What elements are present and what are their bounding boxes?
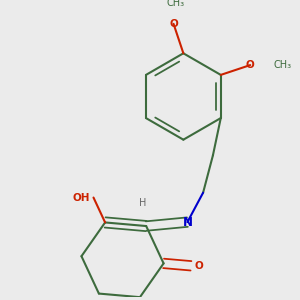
Text: OH: OH <box>72 193 90 202</box>
Text: CH₃: CH₃ <box>167 0 184 8</box>
Text: N: N <box>182 216 192 229</box>
Text: O: O <box>169 19 178 29</box>
Text: H: H <box>139 198 146 208</box>
Text: CH₃: CH₃ <box>274 60 292 70</box>
Text: O: O <box>246 60 255 70</box>
Text: O: O <box>195 261 204 271</box>
